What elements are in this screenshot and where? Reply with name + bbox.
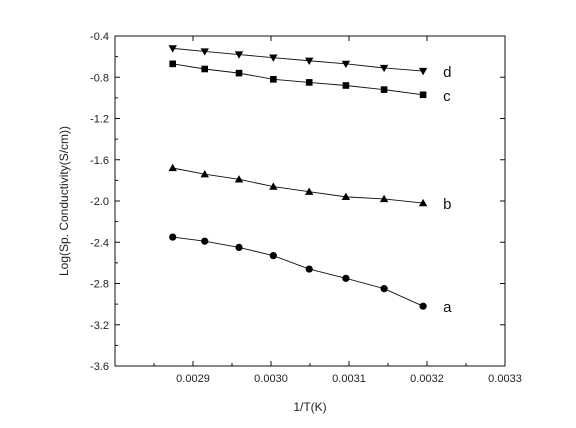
data-point [379,194,389,203]
y-tick-label: -3.6 [90,361,109,373]
data-point [201,237,209,245]
x-tick-label: 0.0030 [254,373,288,385]
data-point [235,243,243,252]
data-point [418,198,428,207]
data-point [419,91,427,99]
data-point [269,54,278,62]
data-point [341,60,351,69]
y-tick-label: -0.8 [90,72,109,84]
x-tick-label: 0.0032 [410,373,444,385]
data-point [200,48,209,56]
series-line-b [172,167,424,204]
data-point [201,65,208,73]
data-point [379,64,389,73]
y-tick-label: -2.4 [90,237,109,249]
data-point [169,233,177,241]
x-tick-label: 0.0029 [176,373,210,385]
series-label-b: b [443,196,451,213]
data-point [341,192,351,201]
data-point [168,163,177,172]
y-tick-label: -2.8 [90,279,109,291]
data-point [305,265,313,273]
data-point [380,285,388,293]
series-label-c: c [443,88,451,105]
data-point [418,67,428,76]
data-point [305,79,313,86]
x-axis-title: 1/T(K) [293,400,326,414]
y-tick-label: -0.4 [90,31,109,43]
data-point [342,274,350,282]
y-axis-title: Log(Sp. Conductivity(S/cm)) [57,126,71,276]
x-tick-label: 0.0033 [488,373,522,385]
plot-frame [114,35,506,367]
x-tick-label: 0.0031 [332,373,366,385]
series-line-d [172,47,424,72]
series-label-d: d [443,64,451,81]
data-point [168,45,177,53]
y-tick-label: -3.2 [90,320,109,332]
series-label-a: a [443,299,452,316]
data-point [380,86,388,93]
data-point [235,69,243,77]
data-point [169,60,177,68]
series-line-a [172,236,424,307]
series-line-c [172,63,424,96]
data-point [342,82,350,89]
data-point [305,187,314,195]
data-point [419,302,427,310]
axis-ticks: -0.4 -0.8 -1.2 -1.6 -2.0 -2.4 -2.8 -3.2 -3.6 0.00… [90,31,522,385]
data-point [269,182,278,190]
data-point [270,76,277,83]
y-tick-label: -1.6 [90,155,109,167]
series-layer: a b cd [168,45,452,316]
data-point [234,175,244,183]
y-tick-label: -2.0 [90,196,109,208]
data-point [269,252,277,260]
data-point [200,169,209,178]
data-point [305,57,314,65]
y-tick-label: -1.2 [90,114,109,126]
data-point [234,51,244,59]
